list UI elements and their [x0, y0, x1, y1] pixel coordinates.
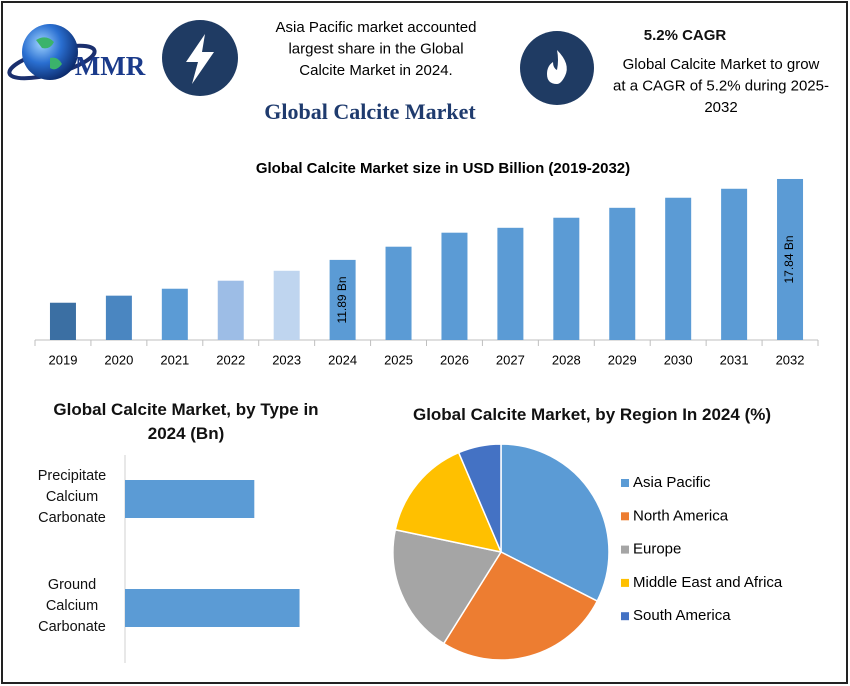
pie-slice: [392, 528, 503, 645]
x-tick-label: 2021: [160, 352, 189, 367]
bar: [721, 188, 748, 340]
chart-title: Global Calcite Market size in USD Billio…: [256, 160, 630, 177]
x-tick-label: 2030: [664, 352, 693, 367]
bar: [777, 178, 804, 340]
bar: [665, 197, 692, 340]
bar: [441, 232, 468, 340]
note-line: at a CAGR of 5.2% during 2025-: [613, 77, 829, 94]
legend-label: Asia Pacific: [633, 474, 711, 491]
bar: [553, 217, 580, 340]
logo: [7, 24, 97, 81]
icon-flame: [520, 31, 594, 105]
legend-swatch: [621, 479, 629, 487]
y-tick-label: Ground Calcium Carbonate: [38, 577, 106, 635]
chart-title: Global Calcite Market, by Region In 2024…: [412, 405, 772, 424]
bar: [609, 207, 636, 340]
legend-swatch: [621, 512, 629, 521]
note-line: 2032: [704, 99, 737, 116]
bar: [497, 227, 524, 340]
x-tick-label: 2031: [720, 352, 749, 367]
cagr-title: 5.2% CAGR: [644, 27, 727, 44]
bar: [273, 270, 300, 340]
x-tick-label: 2020: [104, 352, 133, 367]
note-line: Global Calcite Market to grow: [623, 56, 820, 73]
value-label: 17.84 Bn: [782, 235, 796, 283]
legend-label: Middle East and Africa: [633, 574, 783, 591]
x-tick-label: 2024: [328, 352, 357, 367]
x-tick-label: 2029: [608, 352, 637, 367]
x-tick-label: 2026: [440, 352, 469, 367]
bar: [125, 589, 300, 627]
x-tick-label: 2028: [552, 352, 581, 367]
bolt: [186, 34, 214, 84]
note-line: largest share in the Global: [288, 40, 463, 57]
x-tick-label: 2022: [216, 352, 245, 367]
page-title: Global Calcite Market: [264, 99, 476, 124]
x-tick-label: 2025: [384, 352, 413, 367]
legend-swatch: [621, 545, 629, 554]
y-tick-label: Precipitate Calcium Carbonate: [37, 468, 107, 526]
legend-label: South America: [633, 607, 731, 624]
bar: [385, 246, 412, 340]
bar: [49, 302, 76, 340]
logo-text: MMR: [75, 51, 146, 81]
bar: [329, 259, 356, 340]
bar: [105, 295, 132, 340]
pie-slice: [442, 551, 599, 661]
pie-slice: [500, 443, 610, 603]
x-tick-label: 2027: [496, 352, 525, 367]
legend-label: Europe: [633, 541, 681, 558]
bar: [161, 288, 188, 340]
flame: [547, 50, 567, 84]
x-tick-label: 2032: [776, 352, 805, 367]
x-tick-label: 2023: [272, 352, 301, 367]
bar: [125, 480, 255, 518]
legend-swatch: [621, 578, 629, 587]
x-tick-label: 2019: [49, 352, 78, 367]
note-line: Asia Pacific market accounted: [276, 19, 477, 36]
note-line: Calcite Market in 2024.: [299, 62, 452, 79]
legend-swatch: [621, 612, 629, 621]
pie-slice: [457, 443, 502, 553]
chart-title: Global Calcite Market, by Type in 2024 (…: [53, 400, 319, 443]
pie-slice: [394, 451, 503, 554]
legend-label: North America: [633, 507, 729, 524]
value-label: 11.89 Bn: [335, 276, 349, 323]
bar: [217, 280, 244, 340]
